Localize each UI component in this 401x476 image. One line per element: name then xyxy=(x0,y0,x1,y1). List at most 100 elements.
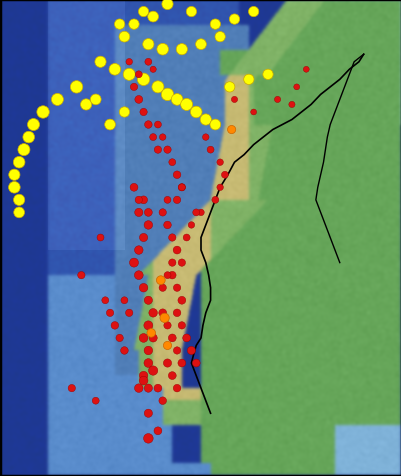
Point xyxy=(245,76,251,84)
Point xyxy=(145,59,151,67)
Point xyxy=(178,46,184,54)
Point xyxy=(173,247,180,254)
Point xyxy=(159,397,166,405)
Point xyxy=(145,385,151,392)
Point xyxy=(69,385,75,392)
Point xyxy=(164,322,170,329)
Point xyxy=(169,272,175,279)
Point xyxy=(25,134,32,141)
Point xyxy=(97,59,103,67)
Point xyxy=(145,41,151,49)
Point xyxy=(135,272,142,279)
Point xyxy=(135,71,142,79)
Point xyxy=(178,322,184,329)
Point xyxy=(178,259,184,267)
Point xyxy=(226,84,232,91)
Point xyxy=(250,109,256,117)
Point xyxy=(169,159,175,167)
Point xyxy=(140,234,146,242)
Point xyxy=(121,297,128,305)
Point xyxy=(54,97,61,104)
Point xyxy=(126,59,132,67)
Point xyxy=(121,34,128,41)
Point xyxy=(145,409,151,417)
Point xyxy=(150,309,156,317)
Point xyxy=(164,1,170,9)
Point xyxy=(192,359,199,367)
Point xyxy=(102,297,108,305)
Point xyxy=(140,76,146,84)
Point xyxy=(188,9,194,16)
Point xyxy=(173,385,180,392)
Point xyxy=(30,121,36,129)
Point xyxy=(16,159,22,167)
Point xyxy=(302,66,309,74)
Point xyxy=(217,184,223,192)
Point xyxy=(140,197,146,204)
Point xyxy=(140,335,146,342)
Point xyxy=(150,335,156,342)
Point xyxy=(173,97,180,104)
Point xyxy=(264,71,271,79)
Point xyxy=(164,359,170,367)
Point xyxy=(169,335,175,342)
Point xyxy=(145,222,151,229)
Point xyxy=(159,134,166,141)
Point xyxy=(148,329,154,337)
Point xyxy=(140,9,146,16)
Point xyxy=(11,184,18,192)
Point xyxy=(140,284,146,292)
Point xyxy=(145,322,151,329)
Point xyxy=(150,367,156,375)
Point xyxy=(183,335,189,342)
Point xyxy=(183,101,189,109)
Point xyxy=(150,134,156,141)
Point xyxy=(212,121,218,129)
Point xyxy=(154,147,161,154)
Point xyxy=(192,209,199,217)
Point xyxy=(97,234,103,242)
Point xyxy=(173,171,180,179)
Point xyxy=(178,297,184,305)
Point xyxy=(217,34,223,41)
Point xyxy=(157,277,164,284)
Point xyxy=(126,71,132,79)
Point xyxy=(145,121,151,129)
Point xyxy=(130,259,137,267)
Point xyxy=(135,385,142,392)
Point xyxy=(111,66,118,74)
Point xyxy=(164,222,170,229)
Point xyxy=(159,309,166,317)
Point xyxy=(111,322,118,329)
Point xyxy=(145,297,151,305)
Point xyxy=(154,84,161,91)
Point xyxy=(173,347,180,355)
Point xyxy=(221,171,228,179)
Point xyxy=(197,209,204,217)
Point xyxy=(178,184,184,192)
Point xyxy=(273,97,280,104)
Point xyxy=(231,16,237,24)
Point xyxy=(164,91,170,99)
Point xyxy=(212,21,218,29)
Point xyxy=(92,97,99,104)
Point xyxy=(130,184,137,192)
Point xyxy=(126,309,132,317)
Point xyxy=(150,66,156,74)
Point xyxy=(121,109,128,117)
Point xyxy=(164,272,170,279)
Point xyxy=(135,247,142,254)
Point xyxy=(92,397,99,405)
Point xyxy=(154,427,161,435)
Point xyxy=(145,359,151,367)
Point xyxy=(140,109,146,117)
Point xyxy=(164,147,170,154)
Point xyxy=(140,372,146,379)
Point xyxy=(107,309,113,317)
Point xyxy=(145,435,151,442)
Point xyxy=(169,234,175,242)
Point xyxy=(161,314,168,322)
Point xyxy=(40,109,46,117)
Point xyxy=(83,101,89,109)
Point xyxy=(150,14,156,21)
